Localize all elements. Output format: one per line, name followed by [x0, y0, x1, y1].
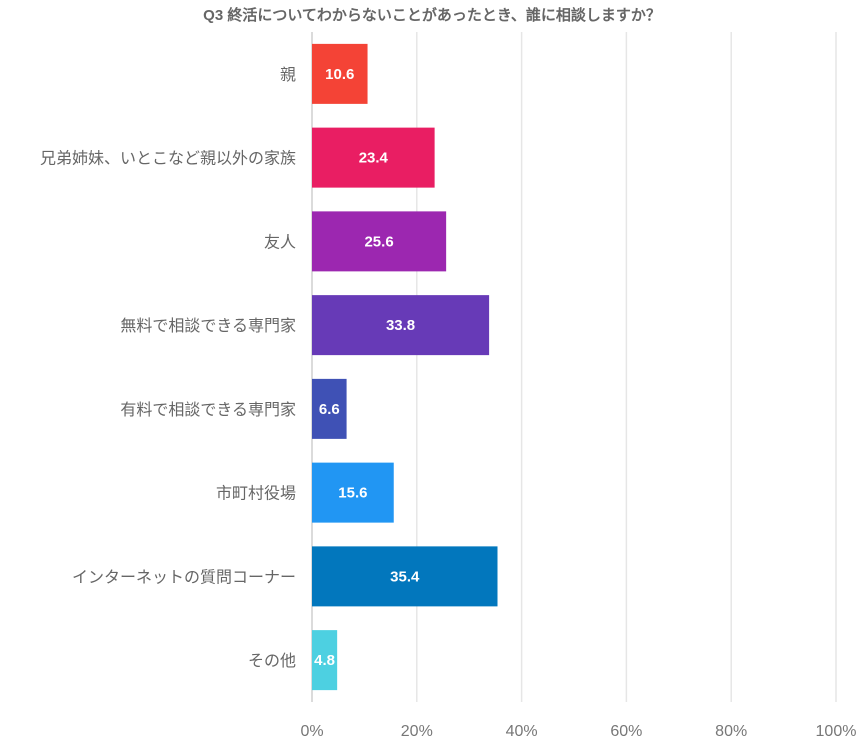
- x-tick-label: 0%: [300, 723, 323, 740]
- bar: [312, 462, 394, 523]
- data-label: 4.8: [314, 652, 335, 669]
- x-tick-label: 40%: [506, 723, 538, 740]
- data-label: 35.4: [390, 568, 420, 585]
- bar: [312, 295, 490, 356]
- category-label: 無料で相談できる専門家: [120, 317, 296, 335]
- category-label: 有料で相談できる専門家: [120, 401, 296, 419]
- data-label: 33.8: [386, 317, 415, 334]
- chart-title: Q3 終活についてわからないことがあったとき、誰に相談しますか？: [203, 6, 661, 24]
- data-label: 23.4: [359, 150, 389, 167]
- category-label: 友人: [264, 233, 296, 251]
- bar: [312, 546, 498, 607]
- bar: [312, 378, 347, 439]
- category-labels: 親兄弟姉妹、いとこなど親以外の家族友人無料で相談できる専門家有料で相談できる専門…: [40, 66, 296, 670]
- category-label: 親: [280, 66, 296, 84]
- x-tick-label: 60%: [610, 723, 642, 740]
- x-tick-labels: 0% 20% 40% 60% 80% 100%: [300, 723, 856, 740]
- bar: [312, 43, 368, 104]
- category-label: 兄弟姉妹、いとこなど親以外の家族: [40, 150, 296, 168]
- data-label: 6.6: [319, 401, 340, 418]
- bar: [312, 127, 435, 188]
- bar: [312, 630, 338, 691]
- data-label: 15.6: [338, 485, 367, 502]
- data-label: 10.6: [325, 66, 354, 83]
- bar: [312, 211, 447, 272]
- x-tick-label: 20%: [401, 723, 433, 740]
- data-label: 25.6: [364, 233, 393, 250]
- category-label: インターネットの質問コーナー: [72, 568, 296, 586]
- category-label: その他: [248, 652, 296, 670]
- x-tick-label: 80%: [715, 723, 747, 740]
- x-tick-label: 100%: [816, 723, 857, 740]
- bars: 10.6 23.4 25.6 33.8 6.6 15.6 35.4 4.8: [312, 43, 498, 691]
- category-label: 市町村役場: [216, 485, 296, 503]
